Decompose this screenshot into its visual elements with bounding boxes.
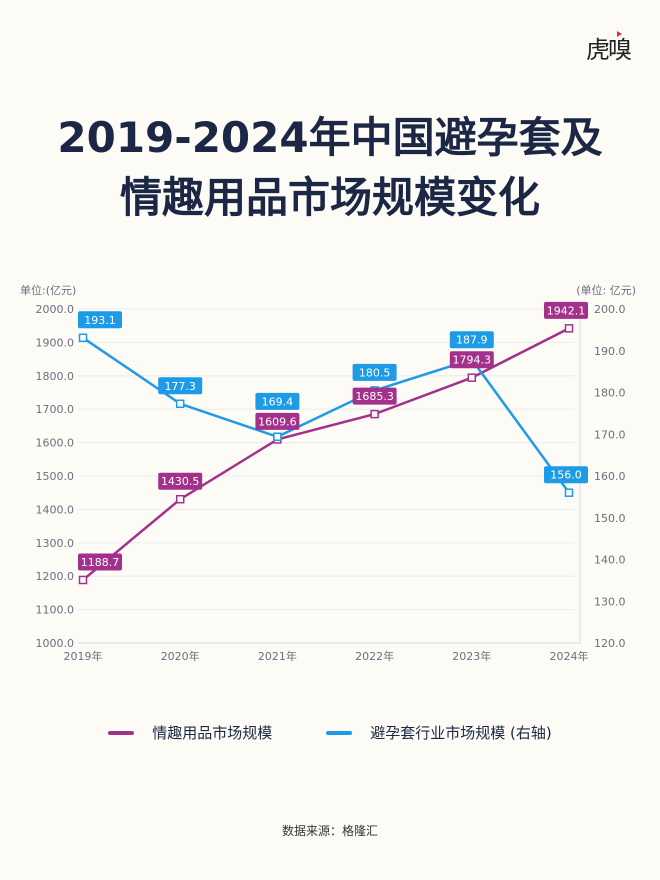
data-label-box [158, 472, 203, 490]
data-label-box [544, 301, 588, 319]
series-line-2 [82, 336, 571, 494]
legend-swatch [108, 730, 135, 735]
legend-item-series2: 避孕套行业市场规模 (右轴) [326, 722, 552, 743]
x-tick-label: 2020年 [161, 649, 200, 663]
legend-item-series1: 情趣用品市场规模 [108, 722, 272, 743]
data-label-box [352, 363, 397, 381]
right-tick-label: 160.0 [594, 470, 626, 483]
logo-mark [617, 31, 622, 37]
data-point [564, 324, 574, 333]
left-tick-label: 1700.0 [36, 403, 75, 416]
left-tick-label: 1300.0 [36, 537, 75, 550]
data-source: 数据来源：格隆汇 [281, 824, 378, 838]
data-label: 169.4 [262, 395, 294, 408]
data-label-box [78, 311, 122, 329]
data-label-box [255, 412, 300, 430]
data-label: 180.5 [359, 366, 391, 379]
data-point [273, 432, 282, 442]
data-label: 1188.7 [81, 556, 120, 569]
right-tick-label: 190.0 [594, 345, 626, 358]
right-tick-label: 120.0 [594, 637, 626, 650]
left-axis-unit: 单位:(亿元) [20, 283, 76, 297]
right-axis-unit: (单位: 亿元) [576, 283, 636, 297]
legend: 情趣用品市场规模 避孕套行业市场规模 (右轴) [0, 722, 660, 743]
data-label-box [449, 331, 494, 349]
right-tick-label: 170.0 [594, 428, 626, 441]
left-tick-label: 1000.0 [36, 637, 75, 650]
data-point [175, 399, 185, 409]
x-tick-label: 2024年 [550, 649, 589, 663]
data-label: 1794.3 [453, 354, 492, 367]
left-tick-label: 2000.0 [36, 303, 75, 316]
data-label-box [255, 392, 300, 410]
data-point [78, 333, 88, 343]
data-label-box [352, 387, 397, 405]
left-tick-label: 1900.0 [36, 336, 75, 349]
data-point [564, 488, 574, 497]
legend-label: 避孕套行业市场规模 (右轴) [370, 724, 552, 742]
data-label-box [544, 466, 588, 484]
right-tick-label: 180.0 [594, 387, 626, 400]
data-label-box [78, 553, 122, 571]
x-tick-label: 2023年 [452, 649, 491, 663]
x-tick-label: 2021年 [258, 649, 297, 663]
data-label: 156.0 [550, 469, 582, 482]
data-label: 177.3 [164, 380, 196, 393]
title-line-2: 情趣用品市场规模变化 [119, 173, 540, 222]
legend-swatch [326, 730, 353, 735]
series-line-1 [82, 327, 570, 581]
left-tick-label: 1400.0 [36, 503, 75, 516]
data-label-box [158, 377, 203, 395]
data-label: 1685.3 [355, 390, 394, 403]
left-tick-label: 1200.0 [36, 570, 75, 583]
x-tick-label: 2019年 [64, 649, 103, 663]
left-tick-label: 1800.0 [36, 370, 75, 383]
data-point [467, 373, 477, 382]
left-tick-label: 1100.0 [36, 604, 75, 617]
data-label: 193.1 [84, 314, 116, 327]
page-title: 2019-2024年中国避孕套及 情趣用品市场规模变化 [0, 108, 660, 228]
data-label-box [449, 351, 494, 369]
legend-label: 情趣用品市场规模 [152, 724, 273, 742]
left-tick-label: 1600.0 [36, 437, 75, 450]
logo-text: 虎嗅 [586, 36, 632, 64]
data-point [175, 494, 185, 504]
right-tick-label: 150.0 [594, 512, 626, 525]
right-tick-label: 130.0 [594, 595, 626, 608]
data-label: 1430.5 [161, 475, 200, 488]
huxiu-logo: 虎嗅 [586, 30, 632, 65]
right-tick-label: 200.0 [594, 303, 626, 316]
right-tick-label: 140.0 [594, 554, 626, 567]
x-tick-label: 2022年 [355, 649, 394, 663]
data-label: 1942.1 [547, 304, 586, 317]
data-label: 1609.6 [258, 415, 297, 428]
left-tick-label: 1500.0 [36, 470, 75, 483]
data-point [370, 409, 379, 419]
data-point [78, 575, 88, 585]
data-label: 187.9 [456, 334, 488, 347]
line-chart: 1000.0 1100.0 1200.0 1300.0 1400.0 1500.0 1600… [20, 283, 636, 663]
title-line-1: 2019-2024年中国避孕套及 [57, 113, 603, 162]
